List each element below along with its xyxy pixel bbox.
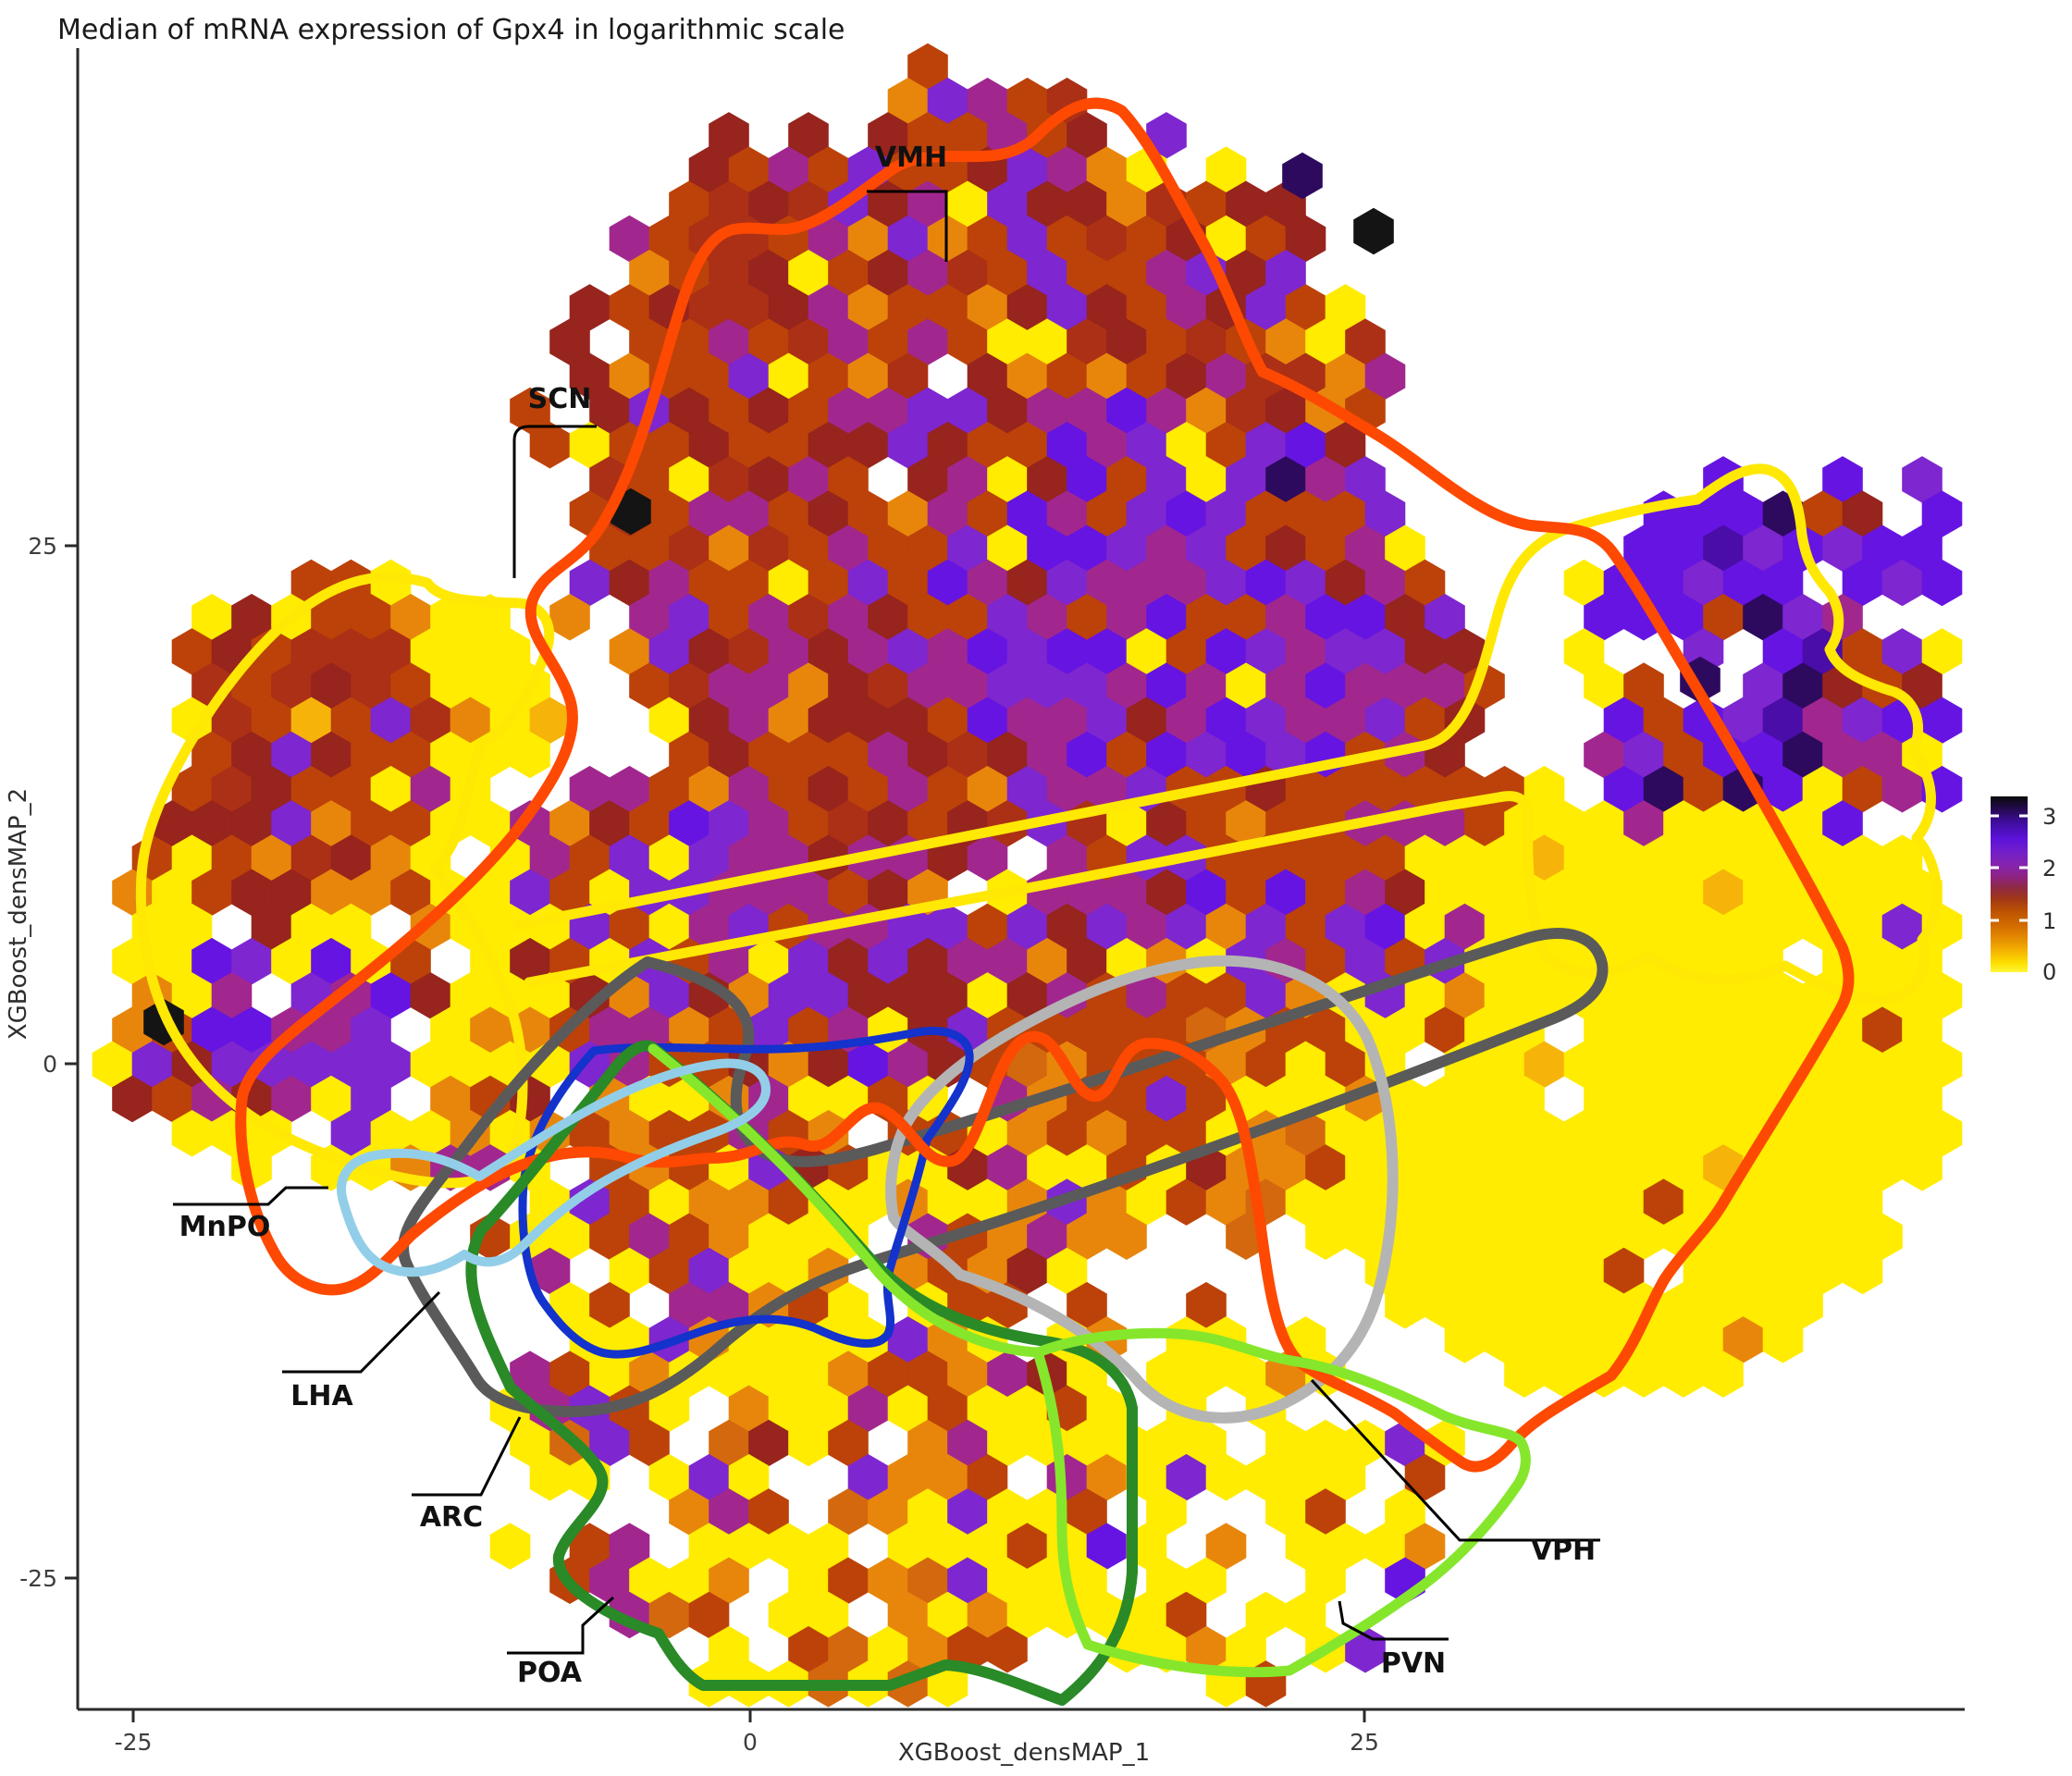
hex-cell [510, 731, 550, 779]
callout-scn [512, 425, 597, 578]
hex-cell [987, 1625, 1028, 1673]
region-outline-vmh [235, 97, 1855, 1473]
callout-mnpo [173, 1186, 328, 1206]
callout-poa [507, 1596, 615, 1655]
region-outline-pvn [1032, 1327, 1531, 1678]
colorbar-tick-label: 3 [2042, 804, 2056, 830]
hex-cell [1842, 1247, 1883, 1295]
y-tick-label: -25 [19, 1565, 57, 1592]
region-label-scn: SCN [528, 383, 592, 415]
hexbin-layer [92, 43, 1963, 1708]
axes: -25 0 25 25 0 -25 [19, 48, 1965, 1756]
region-outline-scn [135, 572, 555, 1189]
colorbar-tick-label: 1 [2042, 908, 2056, 934]
hex-cell [1106, 1213, 1147, 1261]
region-label-vph: VPH [1531, 1535, 1596, 1567]
x-axis-title: XGBoost_densMAP_1 [898, 1739, 1150, 1767]
region-outline-mnpo [337, 1058, 771, 1277]
callout-vph [1310, 1378, 1600, 1542]
y-tick-label: 25 [28, 533, 57, 560]
callout-pvn [1338, 1600, 1449, 1641]
region-outline-vph [885, 955, 1399, 1424]
region-label-pvn: PVN [1381, 1647, 1446, 1680]
callout-lha [282, 1290, 441, 1374]
x-tick-label: 25 [1350, 1729, 1379, 1756]
x-tick-label: 0 [743, 1729, 758, 1756]
hex-cell [1282, 152, 1323, 200]
region-label-lha: LHA [290, 1380, 353, 1412]
region-outline-pvn [648, 1043, 1043, 1358]
hex-cell [489, 1523, 531, 1570]
x-tick-label: -25 [115, 1729, 153, 1756]
colorbar-tick-label: 2 [2042, 856, 2056, 882]
hex-cell [549, 593, 590, 641]
hex-cell [1703, 1350, 1744, 1398]
hex-cell [1902, 1144, 1942, 1191]
callout-lines [173, 190, 1600, 1655]
hex-cell [1353, 207, 1394, 255]
colorbar-tick-label: 0 [2042, 959, 2056, 985]
region-labels: SCN LHA VPH ARC VMH POA PVN MnPO [179, 142, 1597, 1689]
chart-title: Median of mRNA expression of Gpx4 in log… [57, 14, 845, 46]
region-outline-scn [512, 463, 1942, 1005]
region-label-poa: POA [517, 1657, 583, 1689]
y-tick-label: 0 [43, 1051, 57, 1078]
colorbar-gradient [1991, 796, 2028, 972]
region-outline-poa [465, 1040, 1138, 1706]
hex-cell [1921, 559, 1963, 607]
region-outlines [135, 97, 1942, 1706]
callout-vmh [867, 190, 948, 262]
colorbar: 3 2 1 0 [1991, 796, 2056, 985]
hex-cell [1762, 1316, 1804, 1363]
region-label-vmh: VMH [875, 142, 947, 174]
callout-arc [412, 1416, 522, 1497]
region-label-mnpo: MnPO [179, 1211, 271, 1243]
y-axis-title: XGBoost_densMAP_2 [5, 788, 32, 1040]
region-label-arc: ARC [420, 1501, 483, 1534]
region-outline-lha [398, 928, 1609, 1417]
region-outline-arc [518, 1027, 974, 1359]
